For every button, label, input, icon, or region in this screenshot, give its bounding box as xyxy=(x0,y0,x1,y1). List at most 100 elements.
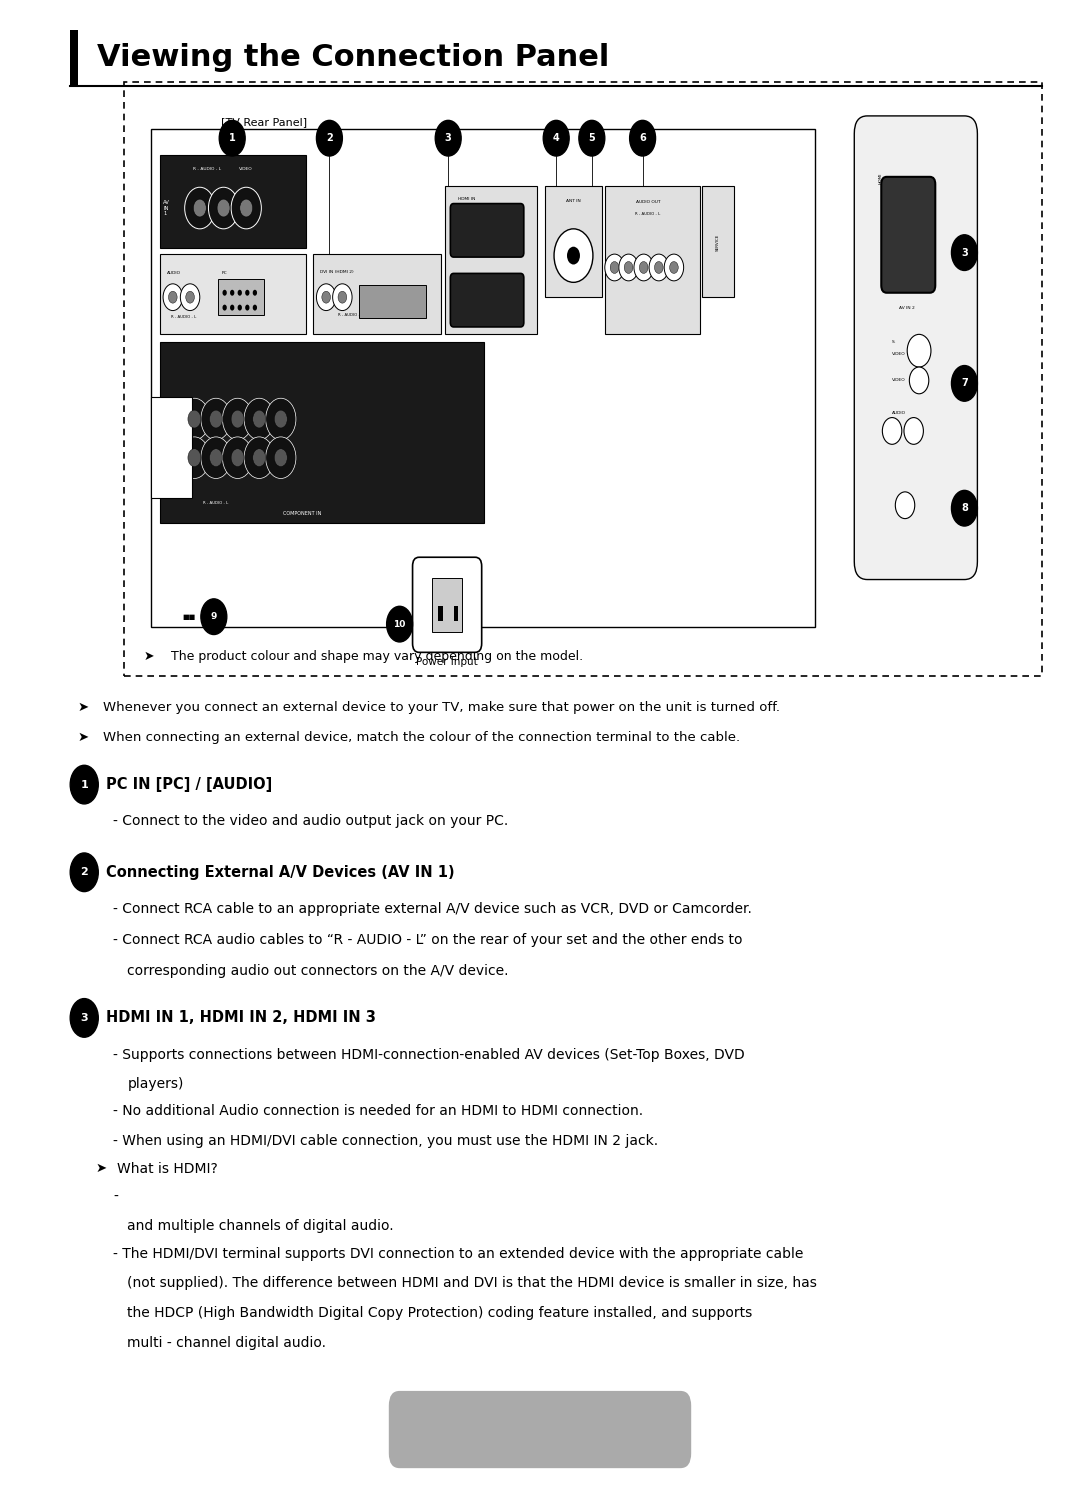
Circle shape xyxy=(188,449,201,467)
Text: ANT IN: ANT IN xyxy=(566,199,581,202)
FancyBboxPatch shape xyxy=(881,177,935,293)
Circle shape xyxy=(168,291,177,303)
Bar xyxy=(160,342,484,523)
Circle shape xyxy=(951,366,977,401)
Text: AUDIO OUT: AUDIO OUT xyxy=(636,201,660,204)
Text: (not supplied). The difference between HDMI and DVI is that the HDMI device is s: (not supplied). The difference between H… xyxy=(127,1276,818,1290)
Text: 7: 7 xyxy=(961,379,968,388)
Bar xyxy=(702,186,734,297)
Text: ➤: ➤ xyxy=(95,1162,106,1175)
Circle shape xyxy=(338,291,347,303)
Text: HDMI
IN 3: HDMI IN 3 xyxy=(879,172,888,184)
Circle shape xyxy=(253,290,257,296)
Text: HDMI IN: HDMI IN xyxy=(458,198,475,201)
Circle shape xyxy=(634,254,653,281)
Circle shape xyxy=(210,410,222,428)
Text: R - AUDIO - L: R - AUDIO - L xyxy=(338,314,364,317)
Text: AUDIO: AUDIO xyxy=(167,272,181,275)
Circle shape xyxy=(630,120,656,156)
Circle shape xyxy=(619,254,638,281)
Circle shape xyxy=(222,398,253,440)
Bar xyxy=(438,606,443,621)
Circle shape xyxy=(210,449,222,467)
Circle shape xyxy=(639,262,648,273)
Circle shape xyxy=(253,410,266,428)
FancyBboxPatch shape xyxy=(124,82,1042,676)
Circle shape xyxy=(238,290,242,296)
Text: multi - channel digital audio.: multi - channel digital audio. xyxy=(127,1336,326,1349)
Text: corresponding audio out connectors on the A/V device.: corresponding audio out connectors on th… xyxy=(127,964,509,978)
Text: the HDCP (High Bandwidth Digital Copy Protection) coding feature installed, and : the HDCP (High Bandwidth Digital Copy Pr… xyxy=(127,1306,753,1320)
Text: - No additional Audio connection is needed for an HDMI to HDMI connection.: - No additional Audio connection is need… xyxy=(113,1104,644,1117)
Circle shape xyxy=(543,120,569,156)
Text: English - 4: English - 4 xyxy=(503,1422,577,1437)
Text: [TV Side Panel]: [TV Side Panel] xyxy=(859,117,943,126)
Text: VIDEO: VIDEO xyxy=(892,379,906,382)
Text: Viewing the Connection Panel: Viewing the Connection Panel xyxy=(97,43,609,73)
Text: R - AUDIO - L: R - AUDIO - L xyxy=(193,168,221,171)
Circle shape xyxy=(904,418,923,444)
Circle shape xyxy=(882,418,902,444)
Bar xyxy=(605,186,700,334)
Circle shape xyxy=(180,284,200,311)
FancyBboxPatch shape xyxy=(450,273,524,327)
Circle shape xyxy=(610,262,619,273)
FancyBboxPatch shape xyxy=(151,129,815,627)
Circle shape xyxy=(70,999,98,1037)
Circle shape xyxy=(333,284,352,311)
Circle shape xyxy=(230,290,234,296)
Text: 3: 3 xyxy=(80,1013,89,1022)
Circle shape xyxy=(201,437,231,478)
Circle shape xyxy=(230,305,234,311)
Text: S-: S- xyxy=(892,340,896,343)
Circle shape xyxy=(253,449,266,467)
FancyBboxPatch shape xyxy=(151,397,192,498)
Circle shape xyxy=(316,284,336,311)
Text: COMPONENT IN: COMPONENT IN xyxy=(283,511,322,516)
Circle shape xyxy=(201,398,231,440)
Text: 10: 10 xyxy=(393,620,406,629)
Circle shape xyxy=(219,120,245,156)
Circle shape xyxy=(179,398,210,440)
Circle shape xyxy=(179,437,210,478)
FancyBboxPatch shape xyxy=(413,557,482,652)
Text: 4: 4 xyxy=(553,134,559,143)
Circle shape xyxy=(664,254,684,281)
Text: 2: 2 xyxy=(80,868,89,877)
Circle shape xyxy=(649,254,669,281)
Circle shape xyxy=(654,262,663,273)
Text: 5: 5 xyxy=(589,134,595,143)
Circle shape xyxy=(316,120,342,156)
Circle shape xyxy=(186,291,194,303)
Text: - Connect to the video and audio output jack on your PC.: - Connect to the video and audio output … xyxy=(113,814,509,828)
Text: and multiple channels of digital audio.: and multiple channels of digital audio. xyxy=(127,1219,394,1232)
Text: AV IN 2: AV IN 2 xyxy=(900,306,915,309)
Circle shape xyxy=(70,853,98,892)
Text: What is HDMI?: What is HDMI? xyxy=(117,1162,217,1175)
Circle shape xyxy=(208,187,239,229)
Text: SERVICE: SERVICE xyxy=(716,233,720,251)
Circle shape xyxy=(244,437,274,478)
Text: 6: 6 xyxy=(639,134,646,143)
Text: 9: 9 xyxy=(211,612,217,621)
Text: VIDEO: VIDEO xyxy=(892,352,906,355)
Text: Whenever you connect an external device to your TV, make sure that power on the : Whenever you connect an external device … xyxy=(103,701,780,715)
Text: - Connect RCA audio cables to “R - AUDIO - L” on the rear of your set and the ot: - Connect RCA audio cables to “R - AUDIO… xyxy=(113,933,743,947)
Text: -: - xyxy=(113,1190,119,1204)
Text: The product colour and shape may vary depending on the model.: The product colour and shape may vary de… xyxy=(171,651,583,663)
Text: 3: 3 xyxy=(961,248,968,257)
Circle shape xyxy=(217,199,230,217)
Circle shape xyxy=(245,290,249,296)
Text: - The HDMI/DVI terminal supports DVI connection to an extended device with the a: - The HDMI/DVI terminal supports DVI con… xyxy=(113,1247,804,1260)
Text: 1: 1 xyxy=(80,780,89,789)
Text: players): players) xyxy=(127,1077,184,1091)
Circle shape xyxy=(266,398,296,440)
Text: PC: PC xyxy=(221,272,227,275)
Text: 1: 1 xyxy=(229,134,235,143)
Circle shape xyxy=(579,120,605,156)
Circle shape xyxy=(222,290,227,296)
Circle shape xyxy=(907,334,931,367)
Bar xyxy=(70,30,78,86)
FancyBboxPatch shape xyxy=(854,116,977,580)
Text: PC IN [PC] / [AUDIO]: PC IN [PC] / [AUDIO] xyxy=(106,777,272,792)
